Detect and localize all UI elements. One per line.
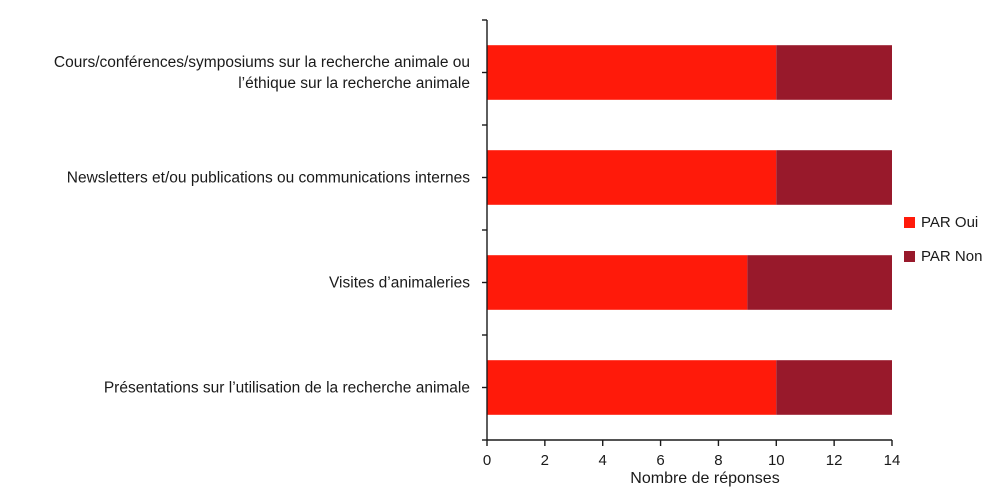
- bar-non-1: [776, 150, 892, 205]
- category-label-0-line-1: l’éthique sur la recherche animale: [238, 75, 470, 92]
- category-label-0-line-0: Cours/conférences/symposiums sur la rech…: [54, 54, 470, 71]
- category-label-3-line-0: Présentations sur l’utilisation de la re…: [104, 380, 470, 397]
- x-tick-label-14: 14: [884, 452, 901, 469]
- x-tick-label-4: 4: [599, 452, 607, 469]
- x-tick-label-12: 12: [826, 452, 843, 469]
- legend-label-non: PAR Non: [921, 248, 982, 265]
- bar-oui-0: [487, 45, 777, 100]
- x-axis-title: Nombre de réponses: [630, 470, 779, 487]
- category-labels: Cours/conférences/symposiums sur la rech…: [54, 54, 470, 397]
- x-tick-label-0: 0: [483, 452, 491, 469]
- x-tick-label-8: 8: [714, 452, 722, 469]
- bar-non-0: [776, 45, 892, 100]
- bars-group: [487, 45, 892, 415]
- category-label-1-line-0: Newsletters et/ou publications ou commun…: [67, 170, 470, 187]
- legend: PAR Oui PAR Non: [904, 214, 982, 265]
- category-label-2-line-0: Visites d’animaleries: [329, 275, 470, 292]
- x-tick-label-10: 10: [768, 452, 785, 469]
- bar-oui-2: [487, 255, 748, 310]
- x-tick-label-6: 6: [656, 452, 664, 469]
- legend-swatch-oui: [904, 217, 915, 228]
- legend-swatch-non: [904, 251, 915, 262]
- bar-non-2: [747, 255, 892, 310]
- bar-oui-3: [487, 360, 777, 415]
- x-tick-label-2: 2: [541, 452, 549, 469]
- legend-label-oui: PAR Oui: [921, 214, 978, 231]
- bar-oui-1: [487, 150, 777, 205]
- bar-non-3: [776, 360, 892, 415]
- axes-group: [482, 19, 893, 446]
- x-tick-labels: 0 2 4 6 8 10 12 14: [483, 452, 901, 469]
